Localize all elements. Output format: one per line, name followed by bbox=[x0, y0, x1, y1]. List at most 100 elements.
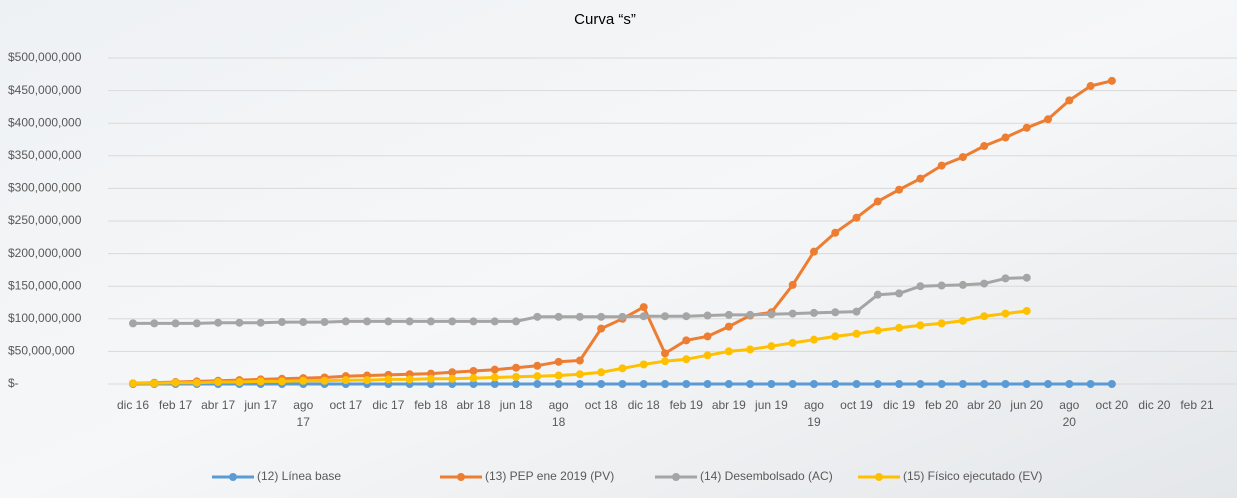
data-point bbox=[1044, 115, 1053, 124]
data-point bbox=[1001, 380, 1010, 388]
x-tick-label: abr 18 bbox=[456, 398, 490, 412]
data-point bbox=[150, 319, 159, 328]
y-tick-label: $400,000,000 bbox=[8, 115, 82, 129]
data-point bbox=[682, 336, 691, 345]
data-point bbox=[916, 380, 925, 388]
data-point bbox=[426, 374, 435, 383]
data-point bbox=[724, 347, 733, 356]
data-point bbox=[597, 380, 606, 388]
x-tick-label: abr 20 bbox=[967, 398, 1001, 412]
y-tick-label: $300,000,000 bbox=[8, 181, 82, 195]
data-point bbox=[1086, 82, 1095, 91]
data-point bbox=[1022, 380, 1031, 388]
data-point bbox=[214, 318, 223, 327]
data-point bbox=[1001, 274, 1010, 283]
data-point bbox=[1107, 76, 1116, 85]
data-point bbox=[724, 322, 733, 331]
data-point bbox=[788, 309, 797, 318]
y-tick-label: $350,000,000 bbox=[8, 148, 82, 162]
data-point bbox=[171, 378, 180, 387]
data-point bbox=[639, 312, 648, 321]
data-point bbox=[171, 319, 180, 328]
data-point bbox=[937, 161, 946, 170]
data-point bbox=[724, 380, 733, 388]
data-point bbox=[682, 380, 691, 388]
data-point bbox=[554, 357, 563, 366]
data-point bbox=[937, 380, 946, 388]
data-point bbox=[895, 380, 904, 388]
x-tick-label: oct 20 bbox=[1096, 398, 1129, 412]
data-point bbox=[554, 371, 563, 380]
data-point bbox=[575, 380, 584, 388]
data-point bbox=[809, 335, 818, 344]
data-point bbox=[873, 380, 882, 388]
data-point bbox=[597, 368, 606, 377]
data-point bbox=[895, 185, 904, 194]
x-tick-label: dic 20 bbox=[1138, 398, 1170, 412]
data-point bbox=[1086, 380, 1095, 388]
x-tick-label: feb 17 bbox=[159, 398, 193, 412]
data-point bbox=[1022, 123, 1031, 132]
data-point bbox=[129, 319, 137, 328]
data-point bbox=[192, 319, 201, 328]
x-tick-label: dic 16 bbox=[117, 398, 149, 412]
data-point bbox=[469, 317, 478, 326]
data-point bbox=[299, 318, 308, 327]
data-point bbox=[746, 345, 755, 354]
data-point bbox=[852, 380, 861, 388]
data-point bbox=[320, 376, 329, 385]
data-point bbox=[703, 332, 712, 341]
data-point bbox=[958, 280, 967, 289]
y-tick-label: $450,000,000 bbox=[8, 83, 82, 97]
data-point bbox=[214, 378, 223, 387]
data-point bbox=[469, 380, 478, 388]
data-point bbox=[852, 329, 861, 338]
data-point bbox=[448, 317, 457, 326]
y-tick-label: $- bbox=[8, 376, 19, 390]
x-tick-label: oct 18 bbox=[585, 398, 618, 412]
x-tick-label: jun 17 bbox=[243, 398, 277, 412]
data-point bbox=[512, 317, 521, 326]
data-point bbox=[873, 197, 882, 206]
data-point bbox=[235, 378, 244, 387]
data-point bbox=[916, 321, 925, 330]
data-point bbox=[958, 153, 967, 162]
data-point bbox=[724, 310, 733, 319]
data-point bbox=[150, 379, 159, 388]
data-point bbox=[831, 380, 840, 388]
data-point bbox=[809, 380, 818, 388]
data-point bbox=[575, 370, 584, 379]
data-point bbox=[639, 380, 648, 388]
data-point bbox=[405, 375, 414, 384]
legend-label: (12) Línea base bbox=[257, 469, 341, 483]
data-point bbox=[980, 279, 989, 288]
data-point bbox=[980, 380, 989, 388]
data-point bbox=[639, 303, 648, 312]
x-tick-label: feb 19 bbox=[670, 398, 704, 412]
data-point bbox=[831, 308, 840, 317]
legend-label: (15) Físico ejecutado (EV) bbox=[903, 469, 1042, 483]
x-tick-label: feb 20 bbox=[925, 398, 959, 412]
x-tick-label: abr 19 bbox=[712, 398, 746, 412]
data-point bbox=[703, 380, 712, 388]
x-tick-label: dic 17 bbox=[372, 398, 404, 412]
data-point bbox=[341, 376, 350, 385]
y-tick-label: $150,000,000 bbox=[8, 278, 82, 292]
data-point bbox=[448, 374, 457, 383]
x-tick-label: feb 18 bbox=[414, 398, 448, 412]
x-tick-label: dic 18 bbox=[628, 398, 660, 412]
legend-marker bbox=[875, 473, 883, 481]
data-point bbox=[661, 357, 669, 366]
data-point bbox=[575, 312, 584, 321]
data-point bbox=[533, 380, 542, 388]
data-point bbox=[512, 372, 521, 381]
data-point bbox=[384, 375, 393, 384]
data-point bbox=[980, 142, 989, 151]
data-point bbox=[895, 323, 904, 332]
x-tick-label: oct 17 bbox=[329, 398, 362, 412]
data-point bbox=[831, 228, 840, 237]
data-point bbox=[852, 213, 861, 222]
data-point bbox=[1044, 380, 1053, 388]
data-point bbox=[512, 363, 521, 372]
